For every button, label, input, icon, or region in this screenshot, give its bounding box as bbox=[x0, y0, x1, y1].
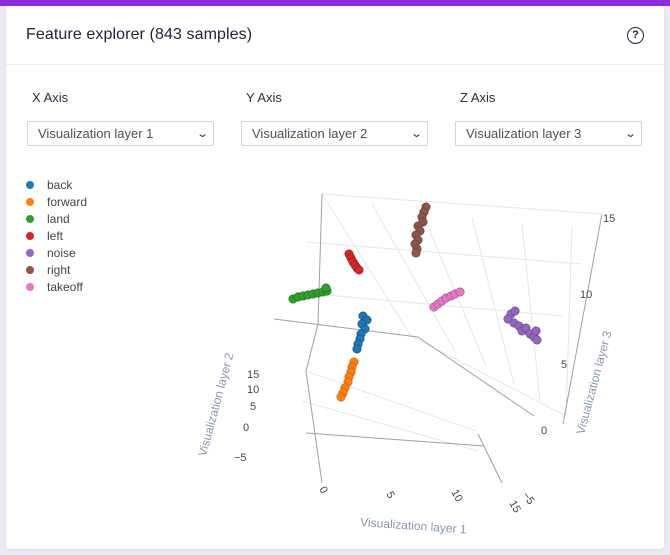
cluster-land bbox=[288, 283, 332, 304]
help-icon[interactable]: ? bbox=[627, 26, 644, 44]
plot-axes bbox=[273, 193, 603, 484]
y-axis-title: Visualization layer 2 bbox=[195, 351, 236, 458]
x-axis-control: X Axis Visualization layer 1 ⌄ bbox=[27, 90, 214, 146]
y-axis-control: Y Axis Visualization layer 2 ⌄ bbox=[241, 90, 428, 146]
legend-marker bbox=[26, 282, 34, 291]
z-tick: −5 bbox=[520, 490, 537, 507]
feature-explorer-card: Feature explorer (843 samples) ? X Axis … bbox=[6, 6, 664, 549]
legend-item-back[interactable]: back bbox=[26, 176, 87, 193]
legend-label: takeoff bbox=[47, 279, 83, 294]
legend-label: land bbox=[47, 211, 70, 226]
x-axis-select[interactable]: Visualization layer 1 ⌄ bbox=[27, 121, 214, 146]
chart-legend: back forward land left noise right takeo… bbox=[26, 176, 87, 295]
legend-marker bbox=[26, 197, 34, 206]
top-accent-bar bbox=[0, 0, 670, 6]
chevron-down-icon: ⌄ bbox=[623, 128, 637, 140]
z-axis-select-value: Visualization layer 3 bbox=[466, 126, 582, 141]
y-tick: −5 bbox=[234, 452, 247, 464]
cluster-forward bbox=[336, 357, 359, 402]
legend-label: forward bbox=[47, 194, 88, 209]
legend-item-right[interactable]: right bbox=[26, 261, 87, 278]
cluster-left bbox=[344, 249, 364, 275]
z-tick: 10 bbox=[580, 289, 592, 301]
chevron-down-icon: ⌄ bbox=[409, 128, 423, 140]
z-tick: 5 bbox=[561, 359, 567, 371]
legend-item-takeoff[interactable]: takeoff bbox=[26, 278, 87, 295]
z-axis-label: Z Axis bbox=[460, 90, 496, 105]
y-tick: 5 bbox=[250, 401, 256, 413]
legend-item-land[interactable]: land bbox=[26, 210, 87, 227]
chevron-down-icon: ⌄ bbox=[195, 128, 209, 140]
x-tick: 15 bbox=[506, 499, 523, 516]
y-axis-select-value: Visualization layer 2 bbox=[252, 126, 368, 141]
card-header: Feature explorer (843 samples) ? bbox=[6, 6, 664, 65]
cluster-back bbox=[352, 311, 372, 354]
legend-marker bbox=[26, 180, 34, 189]
y-axis-select[interactable]: Visualization layer 2 ⌄ bbox=[241, 121, 428, 146]
x-axis-select-value: Visualization layer 1 bbox=[38, 126, 154, 141]
legend-label: noise bbox=[47, 245, 76, 260]
cluster-right bbox=[410, 202, 431, 258]
axis-controls: X Axis Visualization layer 1 ⌄ Y Axis Vi… bbox=[6, 90, 664, 160]
x-tick: 10 bbox=[448, 488, 465, 505]
z-axis-title: Visualization layer 3 bbox=[573, 329, 614, 436]
legend-marker bbox=[26, 265, 34, 274]
legend-label: back bbox=[47, 177, 73, 192]
z-axis-control: Z Axis Visualization layer 3 ⌄ bbox=[455, 90, 642, 146]
cluster-takeoff bbox=[429, 287, 465, 312]
legend-item-noise[interactable]: noise bbox=[26, 244, 87, 261]
legend-label: right bbox=[47, 262, 71, 277]
x-tick: 5 bbox=[383, 490, 396, 501]
y-tick: 15 bbox=[247, 369, 259, 381]
page-title: Feature explorer (843 samples) bbox=[26, 26, 253, 43]
legend-label: left bbox=[47, 228, 64, 243]
z-axis-select[interactable]: Visualization layer 3 ⌄ bbox=[455, 121, 642, 146]
legend-item-forward[interactable]: forward bbox=[26, 193, 87, 210]
y-axis-label: Y Axis bbox=[246, 90, 282, 105]
z-tick: 0 bbox=[541, 425, 547, 437]
legend-marker bbox=[26, 231, 34, 240]
cluster-noise bbox=[503, 306, 542, 345]
x-tick: 0 bbox=[316, 485, 329, 496]
z-tick: 15 bbox=[603, 213, 615, 225]
y-tick: 0 bbox=[243, 422, 249, 434]
plot-grid bbox=[292, 193, 603, 452]
y-tick: 10 bbox=[247, 384, 259, 396]
legend-marker bbox=[26, 214, 34, 223]
legend-item-left[interactable]: left bbox=[26, 227, 87, 244]
x-axis-title: Visualization layer 1 bbox=[360, 515, 468, 536]
x-axis-label: X Axis bbox=[32, 90, 69, 105]
scatter-3d-plot[interactable]: 15 10 5 0 −5 15 10 5 0 −5 0 5 10 15 Visu… bbox=[6, 6, 664, 549]
legend-marker bbox=[26, 248, 34, 257]
